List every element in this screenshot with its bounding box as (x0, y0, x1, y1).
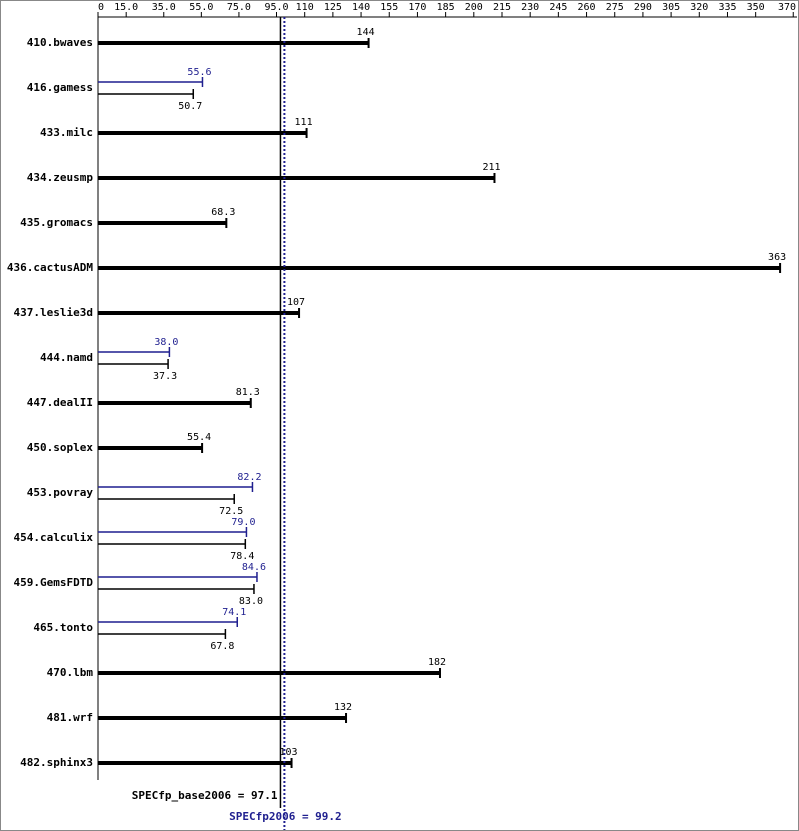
value-label: 132 (334, 702, 352, 713)
value-label: 68.3 (211, 207, 235, 218)
value-label: 38.0 (154, 337, 178, 348)
value-label: 363 (768, 252, 786, 263)
reference-label: SPECfp_base2006 = 97.1 (132, 789, 278, 802)
category-label: 450.soplex (27, 441, 94, 454)
x-tick-label: 95.0 (264, 2, 288, 13)
x-tick-label: 170 (408, 2, 426, 13)
value-label: 72.5 (219, 506, 243, 517)
category-label: 435.gromacs (20, 216, 93, 229)
category-label: 447.dealII (27, 396, 93, 409)
x-tick-label: 305 (662, 2, 680, 13)
category-label: 470.lbm (47, 666, 94, 679)
value-label: 82.2 (237, 472, 261, 483)
x-tick-label: 350 (747, 2, 765, 13)
category-label: 465.tonto (33, 621, 93, 634)
category-label: 481.wrf (47, 711, 93, 724)
x-tick-label: 215 (493, 2, 511, 13)
category-label: 453.povray (27, 486, 94, 499)
x-tick-label: 125 (324, 2, 342, 13)
category-label: 410.bwaves (27, 36, 93, 49)
category-label: 444.namd (40, 351, 93, 364)
x-tick-label: 75.0 (227, 2, 251, 13)
value-label: 182 (428, 657, 446, 668)
x-tick-label: 260 (578, 2, 596, 13)
value-label: 55.4 (187, 432, 211, 443)
value-label: 83.0 (239, 596, 263, 607)
value-label: 74.1 (222, 607, 246, 618)
x-tick-label: 320 (690, 2, 708, 13)
value-label: 50.7 (178, 101, 202, 112)
value-label: 67.8 (210, 641, 234, 652)
category-label: 434.zeusmp (27, 171, 94, 184)
category-label: 437.leslie3d (14, 306, 93, 319)
value-label: 84.6 (242, 562, 266, 573)
x-tick-label: 230 (521, 2, 539, 13)
x-tick-label: 55.0 (189, 2, 213, 13)
x-tick-label: 275 (606, 2, 624, 13)
category-label: 436.cactusADM (7, 261, 93, 274)
value-label: 144 (357, 27, 375, 38)
x-tick-label: 155 (380, 2, 398, 13)
value-label: 103 (280, 747, 298, 758)
value-label: 107 (287, 297, 305, 308)
x-tick-label: 200 (465, 2, 483, 13)
x-tick-label: 15.0 (114, 2, 138, 13)
x-tick-label: 370 (778, 2, 796, 13)
value-label: 211 (482, 162, 500, 173)
x-tick-label: 0 (98, 2, 104, 13)
value-label: 78.4 (230, 551, 254, 562)
x-tick-label: 35.0 (152, 2, 176, 13)
x-tick-label: 110 (296, 2, 314, 13)
category-label: 433.milc (40, 126, 93, 139)
x-tick-label: 335 (718, 2, 736, 13)
category-label: 454.calculix (14, 531, 94, 544)
category-label: 416.gamess (27, 81, 93, 94)
value-label: 111 (295, 117, 313, 128)
x-tick-label: 290 (634, 2, 652, 13)
x-tick-label: 140 (352, 2, 370, 13)
value-label: 79.0 (231, 517, 255, 528)
category-label: 482.sphinx3 (20, 756, 93, 769)
x-tick-label: 185 (437, 2, 455, 13)
value-label: 55.6 (187, 67, 211, 78)
value-label: 37.3 (153, 371, 177, 382)
reference-label: SPECfp2006 = 99.2 (229, 810, 342, 823)
value-label: 81.3 (236, 387, 260, 398)
x-tick-label: 245 (549, 2, 567, 13)
category-label: 459.GemsFDTD (14, 576, 94, 589)
